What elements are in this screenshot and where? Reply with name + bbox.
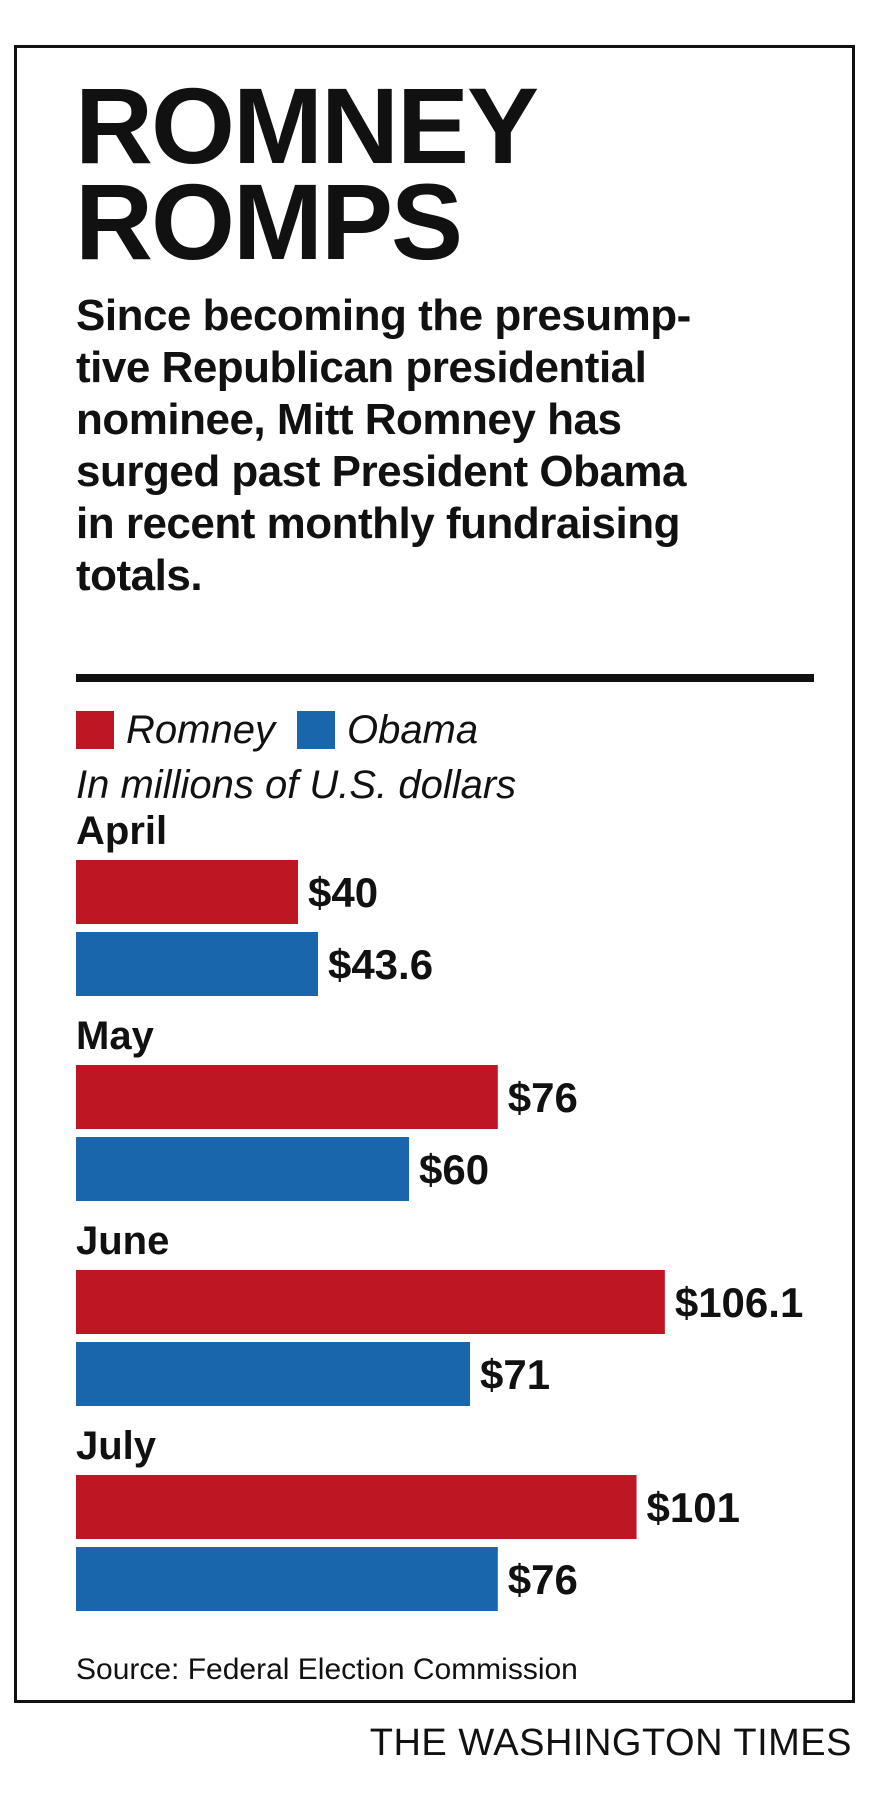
legend-label-romney: Romney	[126, 707, 275, 752]
dek-line: nominee, Mitt Romney has	[76, 395, 622, 444]
dek-line: totals.	[76, 551, 203, 600]
legend-swatch-romney	[76, 711, 114, 749]
headline-line-2: ROMPS	[75, 161, 463, 282]
legend-label-obama: Obama	[346, 707, 479, 752]
dek-line: Since becoming the presump-	[76, 291, 691, 340]
dek-text: Since becoming the presump- tive Republi…	[76, 290, 816, 602]
headline-line-1: ROMNEY	[75, 65, 539, 186]
dek-line: in recent monthly fundraising	[76, 499, 681, 548]
legend: Romney Obama	[76, 706, 500, 754]
graphic-frame	[14, 45, 855, 1703]
divider-rule	[76, 674, 814, 682]
source-note: Source: Federal Election Commission	[76, 1653, 578, 1686]
unit-note: In millions of U.S. dollars	[76, 763, 517, 807]
headline: ROMNEY ROMPS	[75, 65, 539, 282]
legend-swatch-obama	[296, 711, 335, 749]
dek-line: surged past President Obama	[76, 447, 687, 496]
publisher-credit: THE WASHINGTON TIMES	[369, 1722, 852, 1764]
dek-line: tive Republican presidential	[76, 343, 647, 392]
